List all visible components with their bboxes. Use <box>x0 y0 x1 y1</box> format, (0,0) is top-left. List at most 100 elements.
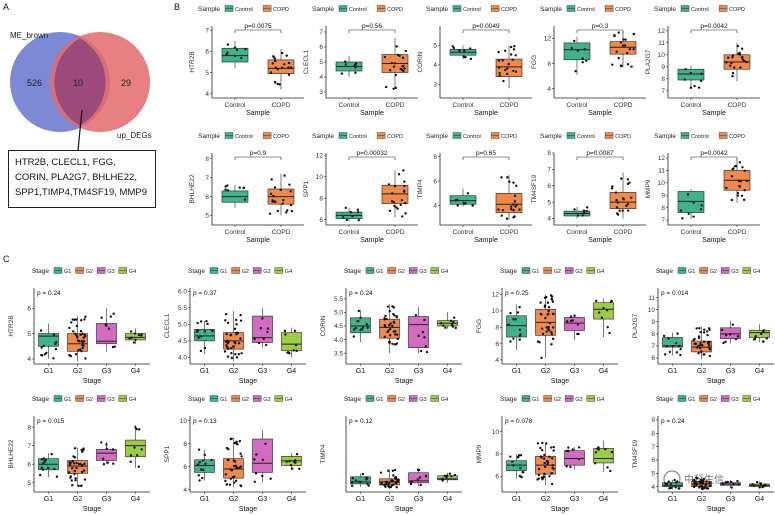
data-point-g2 <box>694 342 697 346</box>
data-point-copd <box>271 62 275 65</box>
data-point-copd <box>615 50 618 53</box>
data-point-g2 <box>232 345 235 349</box>
data-point-g4 <box>292 349 295 352</box>
data-point-control <box>340 72 344 75</box>
x-tick-label-g1: G1 <box>44 368 53 375</box>
data-point-copd <box>290 209 294 213</box>
y-tick-label: 4 <box>319 74 323 81</box>
data-point-g1 <box>40 466 43 470</box>
data-point-g3 <box>105 443 108 446</box>
data-point-copd <box>512 48 516 51</box>
x-tick-label-copd: COPD <box>272 229 291 236</box>
x-tick-label-g2: G2 <box>697 496 706 503</box>
data-point-copd <box>506 72 509 76</box>
data-point-copd <box>736 44 739 48</box>
x-tick-label-control: Control <box>681 102 703 109</box>
data-point-g2 <box>68 326 71 330</box>
data-point-g2 <box>391 469 395 472</box>
data-point-g2 <box>82 336 85 339</box>
data-point-g2 <box>394 333 397 336</box>
data-point-g4 <box>129 454 133 457</box>
data-point-g1 <box>511 460 514 463</box>
legend-label-control: Control <box>349 7 367 13</box>
data-point-copd <box>392 87 395 90</box>
data-point-g1 <box>356 319 359 323</box>
data-point-g1 <box>42 457 46 460</box>
data-point-g2 <box>545 330 548 333</box>
data-point-g3 <box>565 449 568 453</box>
data-point-g1 <box>365 477 369 480</box>
data-point-g3 <box>731 323 735 326</box>
data-point-g2 <box>69 354 73 358</box>
data-point-control <box>683 78 687 81</box>
y-tick-label: 8 <box>651 331 655 338</box>
data-point-g4 <box>594 451 598 454</box>
x-axis-title: Sample <box>474 237 498 244</box>
data-point-g2 <box>83 318 86 321</box>
data-point-copd <box>739 180 742 183</box>
data-point-g2 <box>695 483 698 486</box>
data-point-g4 <box>755 480 759 484</box>
x-tick-label-control: Control <box>339 229 361 236</box>
data-point-copd <box>390 200 394 203</box>
subplot-c-mmp9: Stage G1 G2 G3 G4 6 8 10 MMP9 G1 G2 G3 G4 p = 0.078 St… <box>476 395 618 513</box>
y-tick-label: 7 <box>661 88 665 95</box>
data-point-g2 <box>545 442 548 445</box>
data-point-g3 <box>102 462 106 466</box>
data-point-g1 <box>518 474 522 478</box>
x-tick-label-control: Control <box>567 229 589 236</box>
x-tick-label-g1: G1 <box>668 368 677 375</box>
legend-label-g3: G3 <box>731 269 738 275</box>
y-tick-label: 4.0 <box>178 355 187 362</box>
box-g4 <box>593 448 614 464</box>
data-point-g4 <box>761 340 765 343</box>
data-point-g4 <box>448 472 452 475</box>
data-point-g3 <box>112 312 115 315</box>
data-point-copd <box>278 83 281 86</box>
data-point-g3 <box>113 345 116 348</box>
data-point-copd <box>632 48 635 51</box>
legend-label-g2: G2 <box>554 397 561 403</box>
data-point-g4 <box>450 474 453 478</box>
y-tick-label: 5.0 <box>334 310 343 317</box>
data-point-g2 <box>73 447 77 450</box>
data-point-g3 <box>729 333 732 336</box>
data-point-g3 <box>722 341 725 345</box>
y-tick-label: 8 <box>183 441 187 448</box>
legend-label-g2: G2 <box>86 397 93 403</box>
data-point-g4 <box>439 322 443 325</box>
data-point-copd <box>625 204 628 207</box>
data-point-copd <box>498 66 501 69</box>
y-axis-title: PLA2G7 <box>645 49 652 74</box>
x-tick-label-g2: G2 <box>229 368 238 375</box>
data-point-g1 <box>40 354 44 357</box>
data-point-copd <box>502 79 505 83</box>
data-point-g1 <box>204 462 207 466</box>
data-point-g2 <box>383 335 386 338</box>
y-tick-label: 8 <box>661 76 665 83</box>
data-point-g1 <box>199 320 203 323</box>
legend-label-g3: G3 <box>575 397 582 403</box>
venn-pointer-line <box>77 109 83 151</box>
data-point-control <box>463 202 466 206</box>
x-tick-label-g3: G3 <box>570 368 579 375</box>
data-point-g3 <box>569 315 573 318</box>
data-point-copd <box>285 54 288 57</box>
data-point-g3 <box>101 457 105 460</box>
data-point-g2 <box>79 333 82 336</box>
data-point-g2 <box>550 331 553 334</box>
gene-list-line-2: CORIN, PLA2G7, BHLHE22, <box>15 172 137 183</box>
data-point-copd <box>740 47 744 50</box>
p-value-label: p=0.9 <box>250 150 267 157</box>
data-point-control <box>463 49 466 52</box>
data-point-copd <box>632 32 636 36</box>
data-point-g2 <box>77 349 80 352</box>
data-point-g2 <box>547 309 550 313</box>
data-point-copd <box>509 205 513 208</box>
data-point-g4 <box>289 463 293 467</box>
data-point-g1 <box>678 344 681 348</box>
x-tick-label-g4: G4 <box>131 368 140 375</box>
data-point-copd <box>274 59 277 63</box>
data-point-control <box>573 39 576 43</box>
